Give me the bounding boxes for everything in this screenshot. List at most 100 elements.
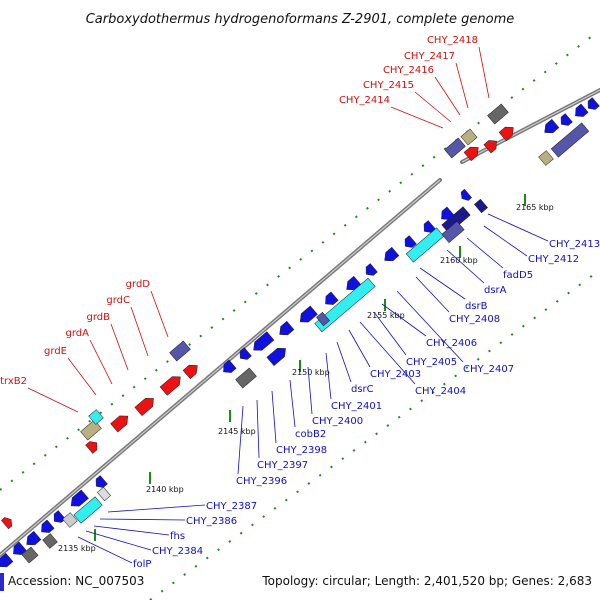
connector-line [93, 525, 170, 536]
connector-line [289, 379, 296, 428]
gene-label-reverse: dsrB [465, 301, 488, 312]
gene-features [0, 97, 600, 568]
gene-label-reverse: dsrC [351, 384, 374, 395]
backbone-highlight [461, 89, 600, 163]
gene-glyph [13, 541, 27, 555]
gene-label-reverse: CHY_2386 [186, 516, 237, 527]
gene-label-reverse: CHY_2384 [152, 546, 203, 557]
gene-label-reverse: cobB2 [295, 429, 326, 440]
gene-glyph [444, 137, 466, 159]
connector-line [107, 504, 206, 513]
gene-label-forward: CHY_2414 [339, 95, 390, 106]
gene-glyph [26, 530, 42, 546]
footer-bar: Accession: NC_007503 Topology: circular;… [0, 570, 600, 594]
gene-glyph [474, 198, 488, 214]
gene-label-forward: CHY_2418 [427, 35, 478, 46]
topology-summary: Topology: circular; Length: 2,401,520 bp… [262, 574, 592, 588]
gene-label-forward: CHY_2417 [404, 51, 455, 62]
gene-glyph [182, 364, 198, 380]
connector-line [237, 405, 244, 475]
gene-glyph [460, 128, 478, 146]
tick-label: 2155 kbp [367, 311, 405, 320]
gene-glyph [483, 140, 497, 154]
gene-glyph [21, 546, 39, 564]
connector-line [434, 76, 461, 116]
gene-glyph [53, 510, 66, 523]
connector-line [150, 290, 169, 338]
gene-label-forward: grdA [66, 328, 90, 339]
gene-label-reverse: CHY_2413 [549, 239, 600, 250]
gene-glyph [463, 146, 479, 162]
gene-glyph [85, 441, 98, 454]
gene-label-forward: grdE [44, 346, 67, 357]
gene-glyph [253, 331, 275, 351]
connector-line [359, 321, 416, 385]
gene-label-reverse: dsrA [484, 285, 507, 296]
genome-backbone [0, 88, 600, 557]
label-connectors [27, 46, 549, 564]
connector-line [455, 62, 469, 109]
gene-glyph [279, 320, 295, 336]
connector-line [271, 390, 277, 444]
connector-line [77, 536, 133, 564]
gene-label-reverse: fhs [170, 531, 185, 542]
gene-glyph [88, 409, 104, 425]
connector-line [487, 213, 549, 242]
connector-line [373, 311, 407, 356]
gene-label-forward: CHY_2415 [363, 80, 414, 91]
tick-label: 2135 kbp [58, 544, 96, 553]
gene-label-reverse: CHY_2398 [276, 445, 327, 456]
gene-glyph [62, 512, 78, 528]
connector-line [446, 249, 485, 284]
connector-line [110, 323, 129, 371]
connector-line [478, 46, 490, 99]
gene-label-forward: grdB [87, 312, 111, 323]
gene-glyph [560, 113, 573, 126]
gene-label-reverse: CHY_2401 [331, 401, 382, 412]
tick-label: 2165 kbp [516, 203, 554, 212]
legend-swatch [0, 573, 4, 591]
connector-line [348, 329, 371, 368]
connector-line [307, 366, 313, 415]
connector-line [130, 306, 149, 357]
gene-glyph [325, 291, 339, 305]
gene-glyph [223, 359, 237, 373]
gene-glyph [299, 305, 318, 323]
gene-glyph [316, 311, 330, 327]
dotted-track [0, 29, 600, 491]
gene-glyph [587, 97, 600, 110]
gene-glyph [404, 235, 417, 248]
gene-label-reverse: CHY_2397 [257, 460, 308, 471]
gene-label-reverse: CHY_2408 [449, 314, 500, 325]
connector-line [256, 399, 260, 459]
gene-glyph [110, 415, 129, 433]
gene-glyph [73, 496, 103, 524]
gene-glyph [80, 419, 102, 441]
gene-glyph [266, 347, 286, 367]
connector-line [466, 237, 504, 269]
gene-label-forward: CHY_2416 [383, 65, 434, 76]
gene-glyph [159, 376, 181, 396]
connector-line [396, 290, 464, 363]
map-title: Carboxydothermus hydrogenoformans Z-2901… [86, 12, 515, 27]
connector-line [419, 267, 466, 300]
gene-label-reverse: CHY_2400 [312, 416, 363, 427]
connector-line [67, 357, 97, 396]
gene-label-forward: grdD [126, 279, 151, 290]
gene-label-forward: grdC [106, 295, 130, 306]
gene-label-forward: trxB2 [0, 376, 27, 387]
connector-line [390, 106, 444, 129]
gene-glyph [384, 246, 400, 262]
gene-label-reverse: CHY_2403 [370, 369, 421, 380]
gene-glyph [460, 188, 472, 201]
tick-label: 2145 kbp [218, 427, 256, 436]
gene-glyph [423, 220, 436, 233]
gene-label-reverse: CHY_2405 [406, 357, 457, 368]
connector-line [99, 518, 186, 521]
connector-line [89, 339, 113, 385]
gene-glyph [169, 340, 191, 362]
gene-label-reverse: CHY_2396 [236, 476, 287, 487]
backbone-highlight [0, 179, 441, 556]
gene-label-reverse: CHY_2412 [528, 254, 579, 265]
